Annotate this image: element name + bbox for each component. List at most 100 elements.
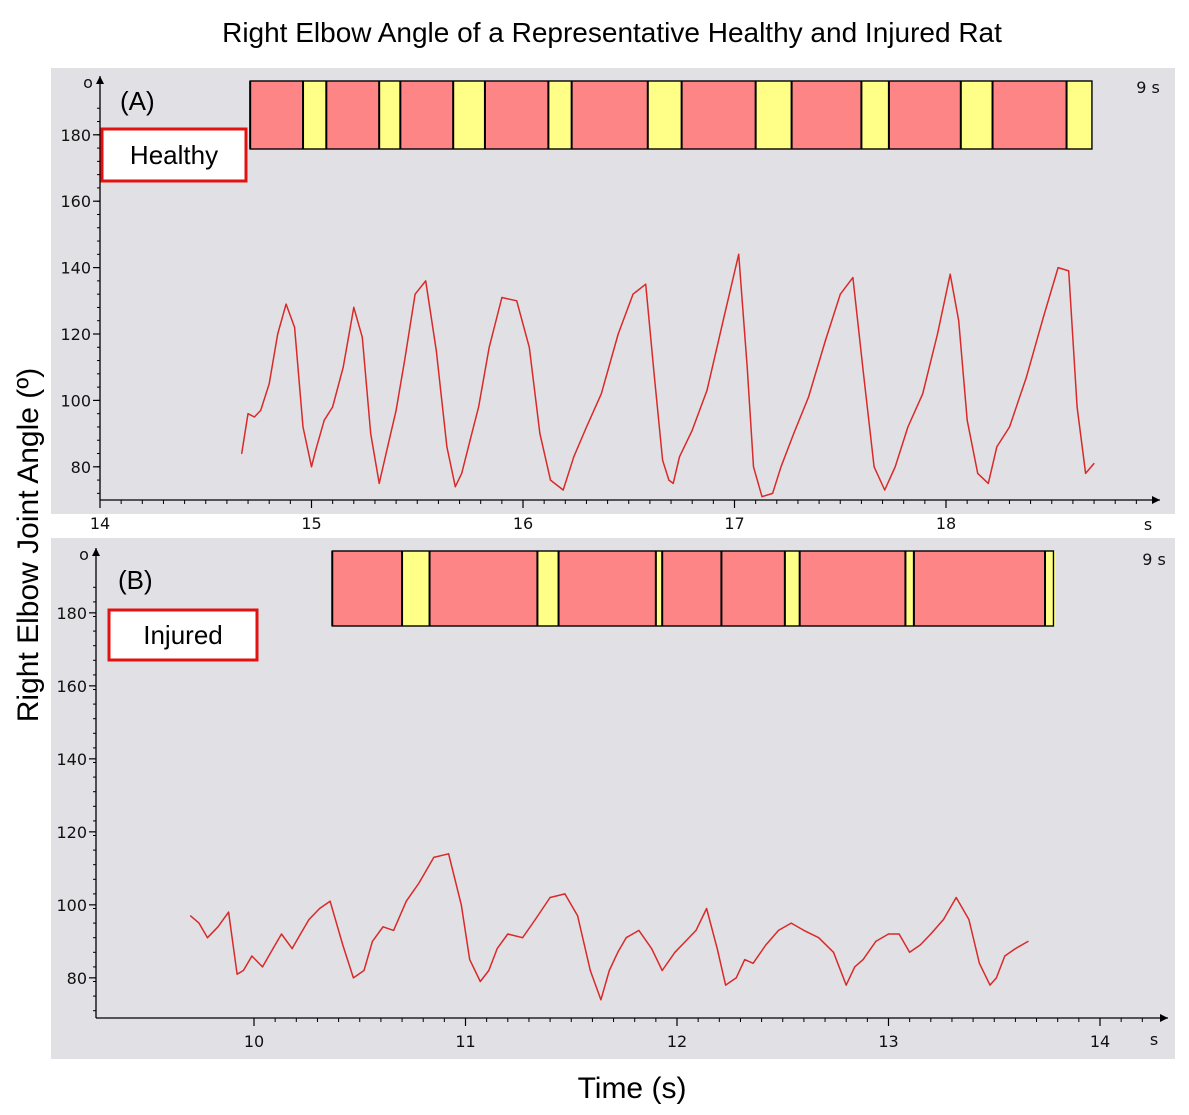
angle-point (777, 929, 780, 932)
angle-point (922, 393, 924, 395)
angle-point (352, 977, 354, 979)
x-axis-label: Time (s) (578, 1072, 687, 1105)
angle-point (242, 969, 244, 972)
angle-point (678, 456, 681, 458)
gait-swing-segment (453, 81, 485, 149)
condition-label: Injured (143, 620, 223, 650)
y-tick-label: 180 (60, 126, 91, 145)
angle-point (852, 277, 854, 279)
angle-point (460, 904, 462, 906)
gait-swing-segment (784, 551, 800, 626)
angle-point (332, 406, 334, 408)
angle-point (875, 940, 877, 943)
gait-stance-segment (429, 551, 538, 626)
angle-point (549, 479, 552, 481)
angle-point (735, 977, 737, 979)
angle-point (824, 340, 827, 342)
angle-point (955, 896, 957, 899)
angle-point (978, 962, 981, 964)
gait-stance-segment (484, 81, 549, 149)
panel-healthy: o s 14 15 16 17 18 80 100 120 140 160 180 9 s (A) Healt… (51, 68, 1175, 534)
x-tick-label: 11 (455, 1032, 475, 1051)
x-tick-label: 18 (936, 514, 956, 533)
gait-stance-segment (571, 81, 648, 149)
angle-point (1004, 955, 1006, 957)
angle-point (996, 446, 998, 448)
gait-stance-segment (791, 81, 862, 149)
angle-point (534, 918, 536, 921)
angle-point (585, 426, 588, 428)
angle-point (662, 459, 664, 461)
angle-point (488, 346, 490, 348)
y-tick-label: 160 (60, 192, 91, 211)
angle-point (818, 937, 820, 939)
angle-point (382, 926, 384, 928)
gait-stance-segment (913, 551, 1046, 626)
angle-point (253, 416, 255, 418)
duration-label: 9 s (1142, 550, 1166, 569)
angle-point (723, 316, 725, 318)
angle-point (323, 419, 325, 421)
duration-label: 9 s (1136, 78, 1160, 97)
y-axis-label: Right Elbow Joint Angle (º) (12, 368, 45, 722)
y-tick-label: 140 (56, 750, 87, 769)
angle-point (387, 446, 389, 448)
gait-stance-segment (558, 551, 656, 626)
y-axis-arrow (96, 76, 104, 84)
angle-point (1068, 270, 1070, 272)
angle-point (625, 937, 627, 939)
angle-point (1093, 462, 1095, 465)
angle-point (632, 293, 634, 295)
angle-point (989, 984, 991, 986)
angle-point (294, 326, 296, 328)
gait-swing-segment (548, 81, 572, 149)
angle-point (600, 999, 602, 1001)
angle-point (1027, 940, 1029, 943)
angle-point (261, 966, 264, 968)
gait-swing-segment (905, 551, 914, 626)
angle-point (260, 409, 262, 411)
angle-point (353, 306, 355, 308)
x-tick-label: 16 (513, 514, 533, 533)
angle-point (668, 479, 670, 481)
angle-point (695, 929, 697, 932)
angle-point (1042, 316, 1044, 318)
condition-badge (100, 127, 248, 183)
x-axis-arrow (1160, 1014, 1168, 1022)
angle-point (793, 433, 795, 435)
angle-point (319, 907, 321, 910)
angle-point (942, 918, 945, 921)
angle-point (930, 933, 932, 935)
angle-point (738, 253, 740, 255)
angle-point (285, 303, 287, 305)
y-tick-label: 120 (56, 823, 87, 842)
angle-point (418, 882, 420, 884)
angle-point (461, 472, 463, 474)
angle-point (862, 959, 864, 961)
angle-point (425, 280, 427, 282)
elbow-angle-line (190, 853, 1029, 1001)
angle-point (887, 933, 890, 935)
panel-label: (A) (120, 86, 155, 116)
angle-point (370, 433, 372, 435)
condition-badge (107, 608, 259, 662)
angle-point (363, 969, 365, 972)
angle-point (478, 406, 480, 408)
angle-point (661, 969, 663, 972)
y-tick-label: 120 (60, 325, 91, 344)
angle-point (1057, 267, 1059, 269)
angle-point (706, 907, 708, 910)
y-tick-label: 100 (60, 391, 91, 410)
gait-stance-segment (721, 551, 785, 626)
angle-point (236, 973, 238, 975)
angle-point (302, 426, 304, 428)
angle-point (977, 472, 979, 474)
angle-point (803, 929, 805, 932)
angle-point (617, 951, 619, 953)
angle-point (395, 409, 397, 411)
x-axis-arrow (1152, 496, 1160, 504)
angle-point (898, 933, 900, 935)
angle-point (507, 933, 509, 935)
angle-point (251, 955, 253, 957)
